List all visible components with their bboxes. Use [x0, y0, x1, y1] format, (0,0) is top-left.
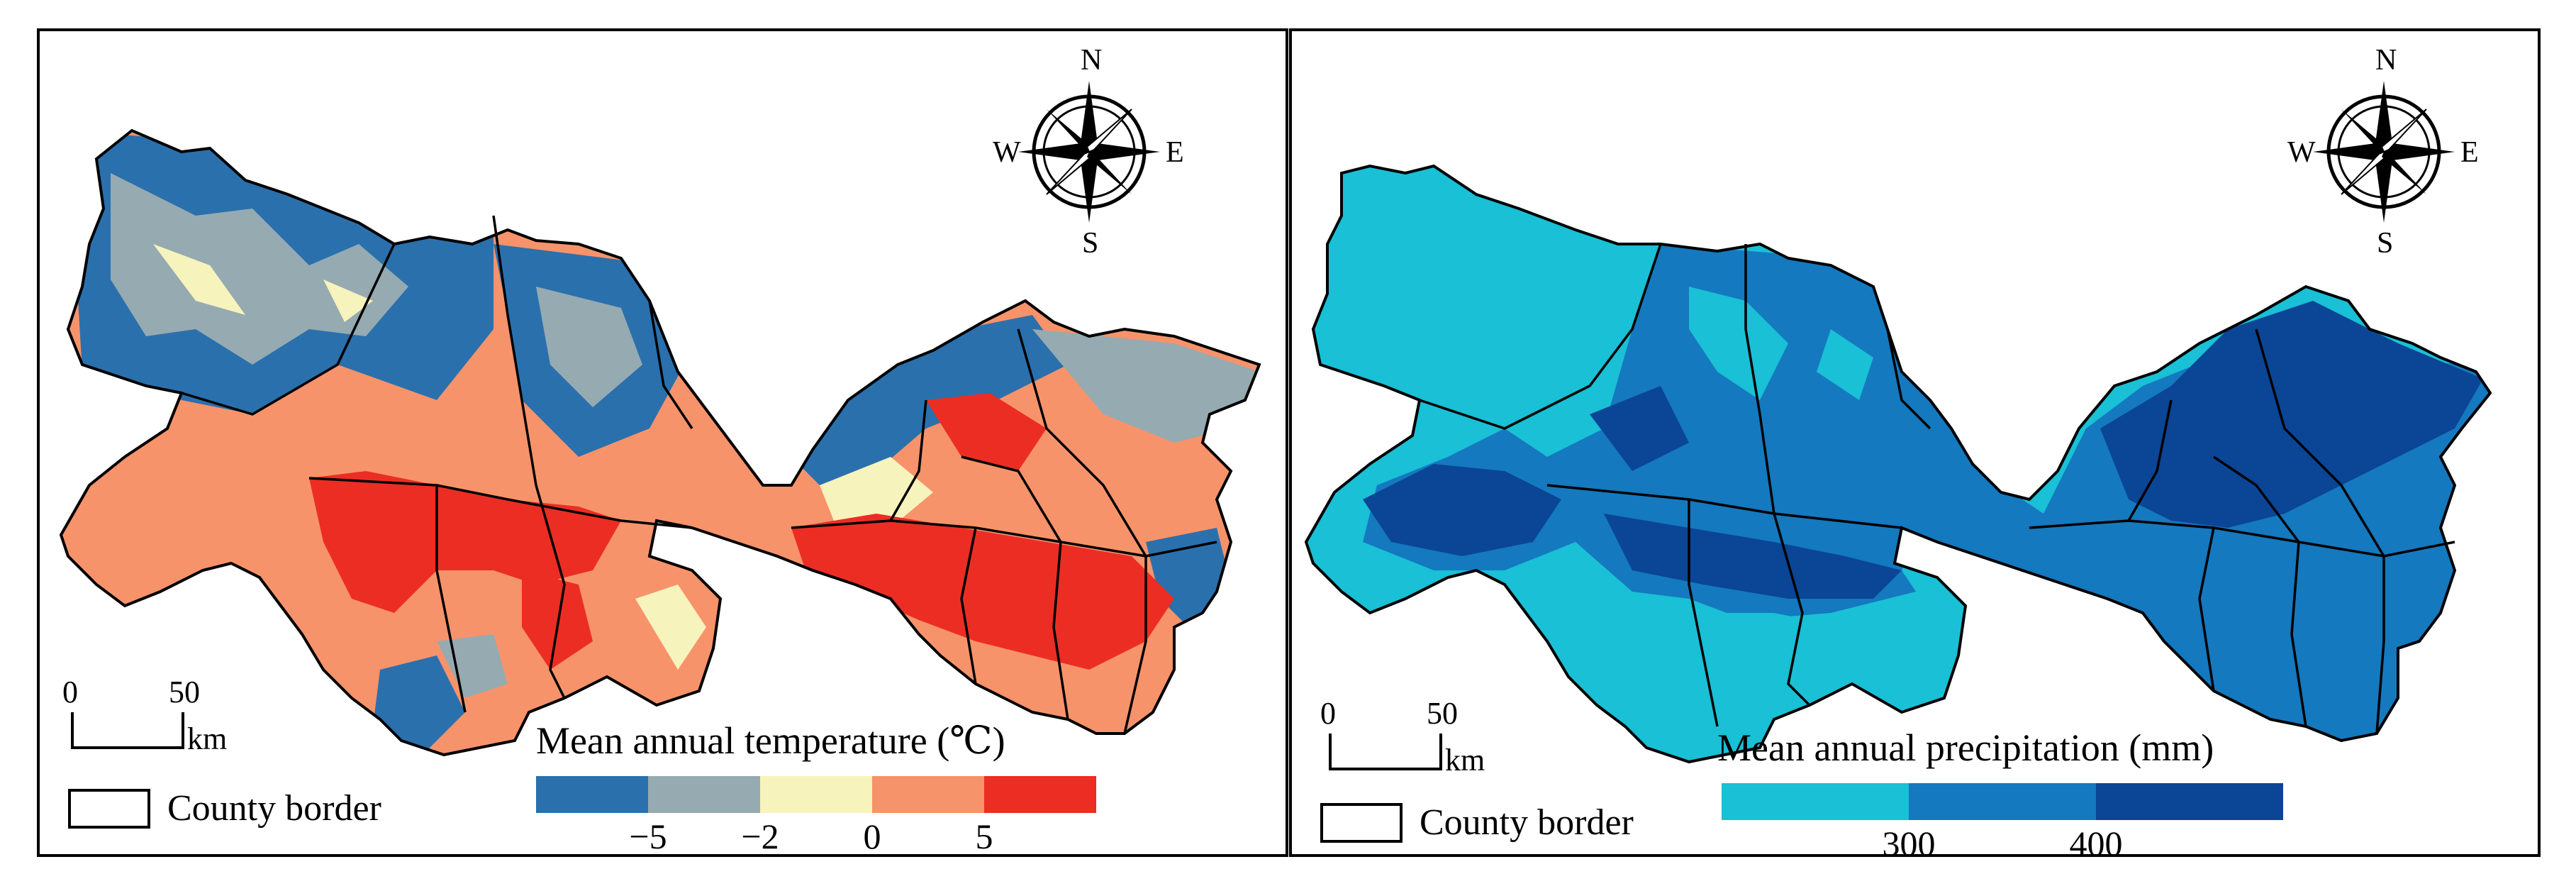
scale-label-zero: 0 — [1320, 696, 1336, 731]
compass-north-label: N — [2375, 44, 2397, 77]
temperature-bin-5 — [984, 776, 1096, 813]
county-border-legend: County border — [1320, 797, 1746, 847]
compass-west-label: W — [993, 136, 1021, 169]
temperature-map-panel: N S W E 0 50 km County border Mean annua… — [37, 28, 1288, 857]
compass-west-label: W — [2287, 136, 2316, 169]
temperature-legend: Mean annual temperature (℃) −5 −2 0 5 — [536, 719, 1174, 856]
precipitation-legend-title: Mean annual precipitation (mm) — [1717, 726, 2214, 769]
precipitation-map-panel: N S W E 0 50 km County border Mean annua… — [1289, 28, 2541, 857]
county-border-label: County border — [1420, 802, 1634, 843]
compass-rose-icon — [1018, 81, 1160, 223]
temperature-tick-4: 5 — [975, 817, 993, 856]
scale-unit-label: km — [1445, 743, 1485, 777]
precipitation-bin-2 — [1909, 783, 2096, 820]
temperature-colorbar — [536, 776, 1096, 813]
temperature-bin-4 — [872, 776, 984, 813]
temperature-tick-3: 0 — [863, 817, 881, 856]
temperature-bin-1 — [536, 776, 648, 813]
scale-label-zero: 0 — [62, 675, 78, 709]
scale-bar: 0 50 km — [62, 677, 233, 755]
temperature-bin-3 — [760, 776, 872, 813]
precipitation-tick-2: 400 — [2069, 824, 2123, 857]
county-border-legend: County border — [68, 783, 494, 833]
temperature-tick-2: −2 — [741, 817, 779, 856]
compass-east-label: E — [1166, 136, 1184, 169]
county-borders — [1419, 243, 2455, 734]
precipitation-bin-3 — [2096, 783, 2283, 820]
north-arrow-compass: N S W E — [990, 45, 1188, 258]
compass-rose-icon — [2313, 81, 2455, 223]
county-border-swatch — [68, 789, 150, 829]
precipitation-tick-1: 300 — [1882, 824, 1936, 857]
scale-unit-label: km — [187, 721, 228, 756]
temperature-legend-title: Mean annual temperature (℃) — [536, 719, 1005, 762]
scale-label-fifty: 50 — [169, 675, 200, 709]
compass-south-label: S — [2377, 227, 2394, 260]
county-border-swatch — [1320, 803, 1403, 843]
county-border-label: County border — [167, 788, 381, 829]
temperature-tick-1: −5 — [629, 817, 667, 856]
precipitation-bin-1 — [1722, 783, 1909, 820]
precipitation-colorbar — [1722, 783, 2283, 820]
temperature-map — [60, 129, 1261, 756]
north-arrow-compass: N S W E — [2285, 45, 2483, 258]
scale-bar-line — [1329, 734, 1442, 770]
compass-south-label: S — [1082, 227, 1099, 260]
precipitation-map — [1305, 165, 2492, 763]
temperature-bin-2 — [648, 776, 760, 813]
county-borders — [181, 215, 1217, 734]
compass-north-label: N — [1081, 44, 1103, 77]
precipitation-legend: Mean annual precipitation (mm) 300 400 — [1717, 726, 2426, 857]
scale-label-fifty: 50 — [1427, 696, 1458, 731]
compass-east-label: E — [2460, 136, 2479, 169]
scale-bar-line — [71, 712, 184, 749]
scale-bar: 0 50 km — [1320, 698, 1490, 776]
